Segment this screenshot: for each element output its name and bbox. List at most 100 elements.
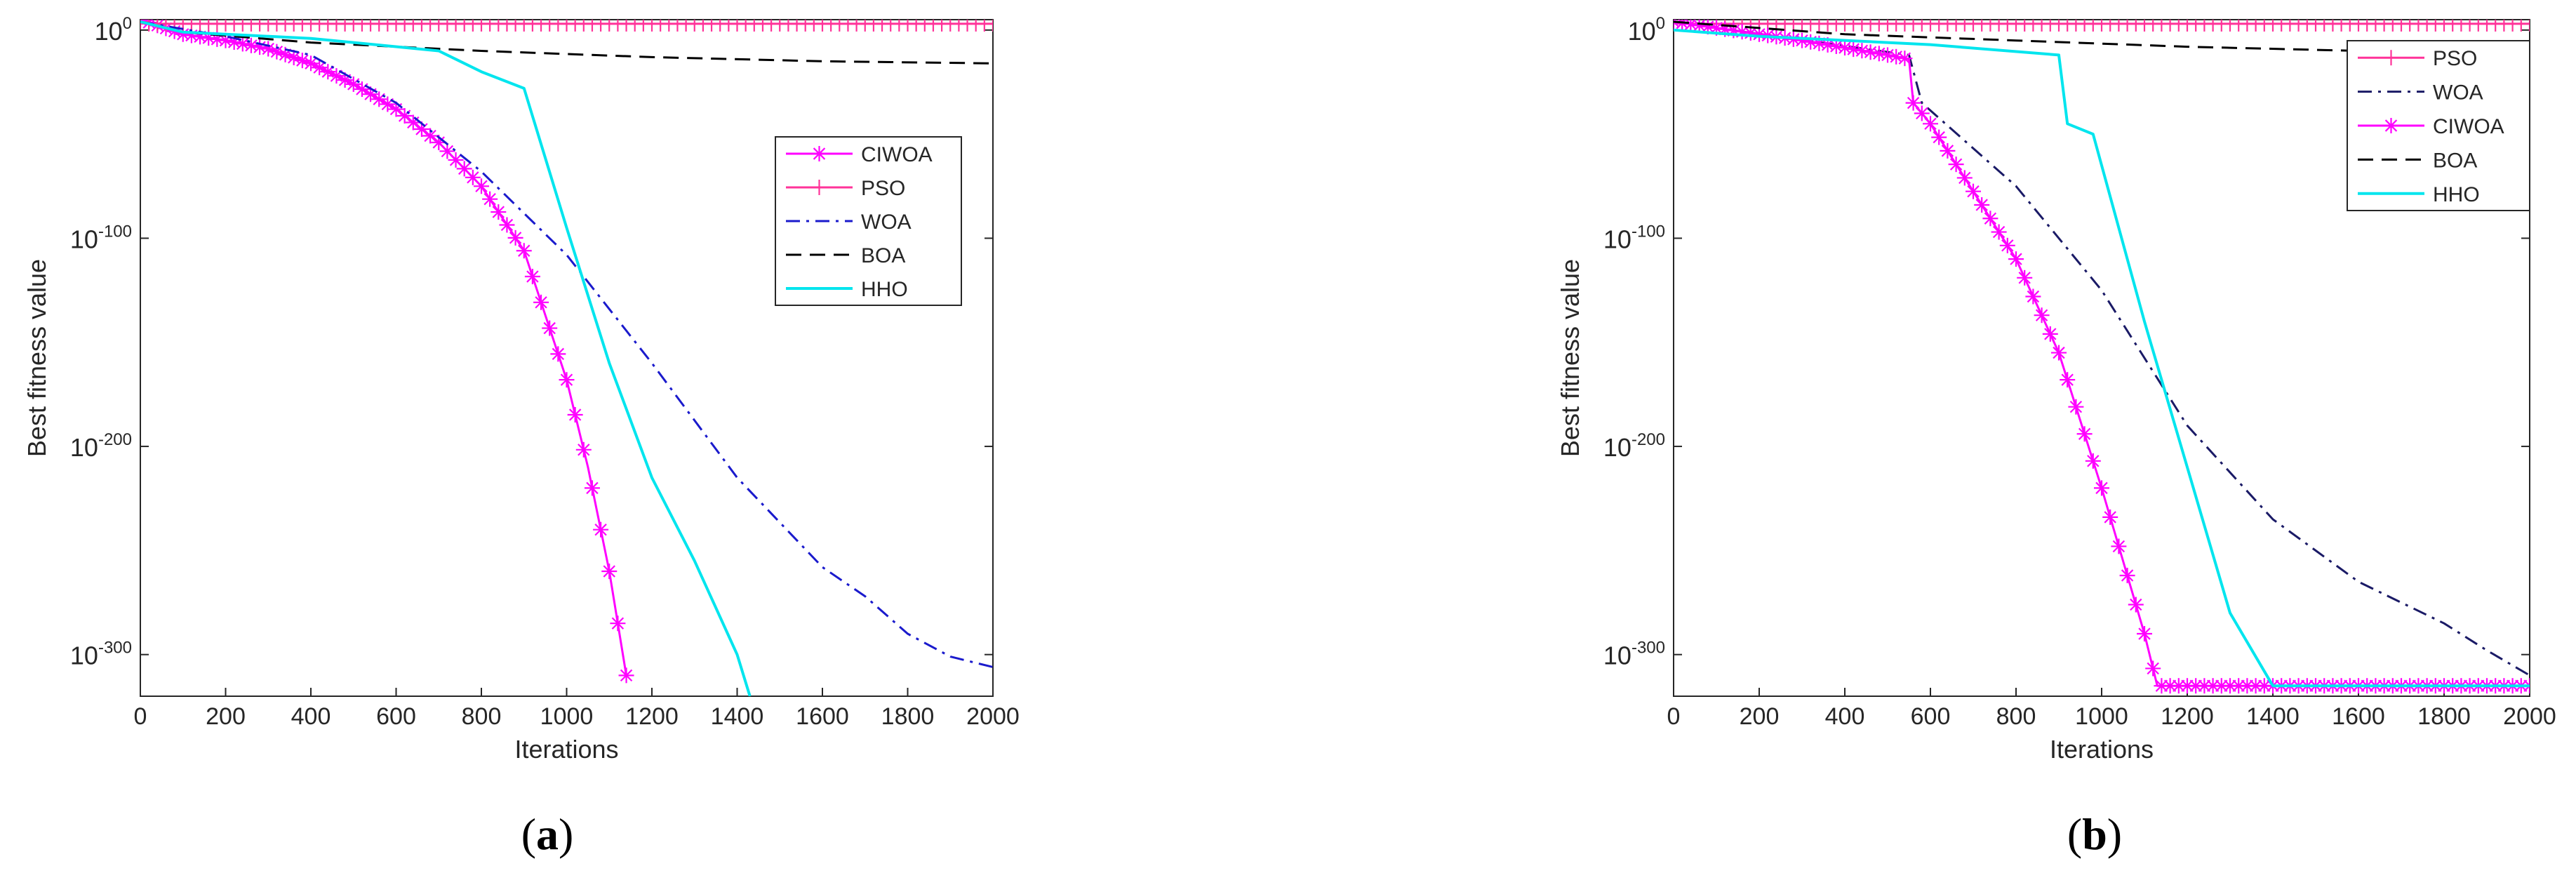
y-tick-label: 100 bbox=[95, 14, 132, 46]
panel-caption: (b) bbox=[2067, 809, 2122, 859]
series-ciwoa-marker bbox=[2068, 399, 2084, 415]
legend-pso-marker bbox=[811, 180, 827, 195]
series-ciwoa-marker bbox=[2094, 480, 2109, 496]
chart-b: 0 200 400 600 800 1000 1200 1400 1600 1800 2000 100… bbox=[1556, 14, 2556, 859]
x-tick-label: 1400 bbox=[2246, 703, 2300, 730]
legend-label-woa: WOA bbox=[2433, 81, 2483, 105]
series-ciwoa-marker bbox=[2085, 453, 2101, 469]
x-tick-label: 400 bbox=[1825, 703, 1865, 730]
y-tick-label: 10-100 bbox=[70, 222, 132, 253]
series-line-ciwoa bbox=[140, 20, 627, 676]
y-tick-label: 10-100 bbox=[1603, 222, 1665, 253]
y-axis-label: Best fitness value bbox=[22, 259, 51, 457]
x-tick-label: 600 bbox=[376, 703, 416, 730]
x-tick-label: 0 bbox=[134, 703, 147, 730]
series-ciwoa-marker bbox=[2060, 372, 2076, 388]
legend-ciwoa-marker bbox=[811, 146, 827, 161]
series-ciwoa-marker bbox=[1991, 224, 2007, 240]
legend-label-ciwoa: CIWOA bbox=[861, 143, 933, 166]
series-ciwoa-marker bbox=[2162, 678, 2178, 694]
series-ciwoa-marker bbox=[533, 294, 549, 310]
series-ciwoa-marker bbox=[542, 320, 558, 336]
series-ciwoa-marker bbox=[1931, 129, 1947, 145]
legend-label-hho: HHO bbox=[2433, 183, 2480, 206]
series-ciwoa-marker bbox=[2025, 288, 2041, 305]
series-ciwoa-marker bbox=[405, 114, 421, 131]
series-ciwoa-marker bbox=[1974, 197, 1990, 213]
series-ciwoa-marker bbox=[2239, 678, 2255, 694]
chart-panel-b: 0 200 400 600 800 1000 1200 1400 1600 1800 2000 100… bbox=[1288, 0, 2576, 885]
legend-pso-marker bbox=[2383, 50, 2399, 66]
series-ciwoa-marker bbox=[2008, 251, 2024, 267]
series-ciwoa-marker bbox=[2102, 509, 2118, 525]
series-ciwoa-marker bbox=[567, 406, 583, 422]
x-tick-label: 1000 bbox=[540, 703, 594, 730]
series-line-woa bbox=[1674, 20, 2530, 677]
x-tick-label: 1000 bbox=[2075, 703, 2128, 730]
legend-label-boa: BOA bbox=[861, 244, 905, 267]
series-ciwoa-marker bbox=[593, 521, 609, 538]
series-ciwoa-marker bbox=[499, 217, 515, 233]
series-ciwoa-marker bbox=[2256, 678, 2272, 694]
y-tick-label: 10-200 bbox=[70, 430, 132, 462]
series-ciwoa-marker bbox=[2111, 538, 2127, 554]
series-pso-marker bbox=[985, 20, 993, 32]
series-ciwoa-marker bbox=[1914, 105, 1930, 121]
series-line-woa bbox=[140, 20, 993, 668]
series-line-hho bbox=[140, 20, 752, 696]
x-tick-label: 1400 bbox=[711, 703, 764, 730]
x-tick-label: 2000 bbox=[2503, 703, 2556, 730]
legend: CIWOA PSO WOA BOA HHO bbox=[775, 136, 962, 306]
series-ciwoa-marker bbox=[396, 108, 413, 124]
x-tick-label: 200 bbox=[206, 703, 246, 730]
series-ciwoa-marker bbox=[618, 667, 634, 684]
legend-ciwoa-marker bbox=[2383, 118, 2399, 133]
x-axis-label: Iterations bbox=[2050, 735, 2154, 764]
series-ciwoa-marker bbox=[252, 39, 268, 55]
x-tick-label: 1600 bbox=[796, 703, 849, 730]
series-ciwoa-marker bbox=[2042, 326, 2058, 342]
series-ciwoa-marker bbox=[2017, 270, 2033, 286]
y-axis-label: Best fitness value bbox=[1556, 259, 1584, 457]
series-ciwoa-marker bbox=[1966, 183, 1981, 199]
legend-label-ciwoa: CIWOA bbox=[2433, 115, 2504, 138]
series-ciwoa-marker bbox=[1999, 237, 2015, 253]
series-ciwoa-marker bbox=[345, 76, 361, 92]
series-ciwoa-marker bbox=[1940, 142, 1956, 159]
x-tick-label: 800 bbox=[1996, 703, 2036, 730]
chart-panel-a: 0 200 400 600 800 1000 1200 1400 1600 1800 2000 100… bbox=[22, 14, 1020, 859]
x-tick-label: 1200 bbox=[2161, 703, 2214, 730]
chart-a: 0 200 400 600 800 1000 1200 1400 1600 1800 2000 100… bbox=[22, 14, 1020, 859]
x-tick-label: 1800 bbox=[881, 703, 935, 730]
x-tick-label: 1800 bbox=[2417, 703, 2471, 730]
series-ciwoa-marker bbox=[559, 372, 575, 388]
series-layer bbox=[1674, 20, 2530, 694]
series-layer bbox=[140, 20, 993, 696]
series-ciwoa-marker bbox=[2137, 626, 2152, 642]
series-ciwoa-marker bbox=[2051, 345, 2067, 361]
series-ciwoa-marker bbox=[1923, 116, 1938, 132]
series-ciwoa-marker bbox=[1982, 211, 1998, 227]
x-tick-label: 1200 bbox=[625, 703, 679, 730]
panel-caption: (a) bbox=[521, 809, 574, 859]
x-axis-label: Iterations bbox=[514, 735, 618, 764]
series-ciwoa-marker bbox=[2128, 597, 2144, 613]
series-ciwoa-marker bbox=[1948, 157, 1964, 173]
x-tick-label: 800 bbox=[462, 703, 502, 730]
y-tick-label: 10-200 bbox=[1603, 430, 1665, 462]
series-ciwoa-marker bbox=[601, 564, 618, 580]
x-tick-label: 1600 bbox=[2332, 703, 2385, 730]
series-line-hho bbox=[1674, 28, 2530, 688]
series-ciwoa-marker bbox=[610, 615, 626, 632]
legend-label-pso: PSO bbox=[2433, 47, 2477, 70]
legend-label-hho: HHO bbox=[861, 278, 908, 301]
series-ciwoa-marker bbox=[1905, 95, 1921, 111]
series-ciwoa-marker bbox=[2222, 678, 2238, 694]
series-ciwoa-marker bbox=[2034, 307, 2050, 324]
series-ciwoa-marker bbox=[524, 269, 540, 285]
y-tick-label: 10-300 bbox=[70, 639, 132, 670]
series-ciwoa-marker bbox=[507, 229, 523, 246]
x-tick-label: 0 bbox=[1667, 703, 1681, 730]
x-tick-label: 600 bbox=[1911, 703, 1951, 730]
series-ciwoa-marker bbox=[474, 178, 489, 194]
